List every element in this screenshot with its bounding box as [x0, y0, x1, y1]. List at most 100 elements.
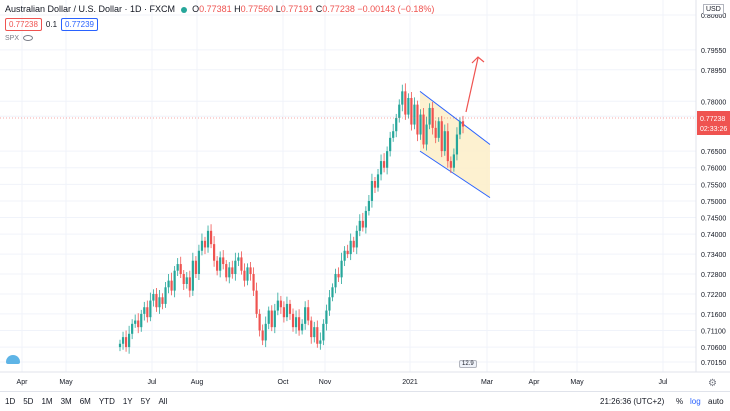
range-ytd-button[interactable]: YTD: [98, 397, 115, 406]
candle-body: [349, 240, 352, 255]
candle-body: [407, 97, 410, 115]
candle-body: [143, 307, 146, 314]
low-value: 0.77191: [280, 4, 314, 14]
time-tick-label: Aug: [191, 379, 204, 386]
candle-body: [140, 313, 143, 328]
candle-body: [328, 297, 331, 311]
candle-body: [206, 230, 210, 248]
price-label-box: [697, 111, 730, 135]
range-5y-button[interactable]: 5Y: [140, 397, 151, 406]
candle-body: [188, 277, 191, 291]
candle-body: [282, 307, 286, 318]
candle-body: [225, 264, 228, 278]
price-tick-label: 0.75000: [701, 199, 726, 206]
range-1m-button[interactable]: 1M: [41, 397, 53, 406]
candle-body: [386, 151, 389, 168]
candle-body: [267, 310, 270, 324]
candle-body: [428, 107, 431, 125]
candle-body: [137, 320, 140, 328]
time-axis[interactable]: Apr May Jul Aug Oct Nov 2021 Mar Apr May Jul: [17, 379, 668, 386]
candle-body: [461, 121, 465, 127]
candle-body: [440, 121, 443, 152]
sell-price-button[interactable]: 0.77238: [5, 18, 42, 31]
candle-body: [455, 134, 459, 155]
price-tick-label: 0.74500: [701, 216, 726, 223]
range-5d-button[interactable]: 5D: [23, 397, 34, 406]
candle-body: [319, 340, 322, 344]
range-6m-button[interactable]: 6M: [79, 397, 91, 406]
range-3m-button[interactable]: 3M: [60, 397, 72, 406]
market-status-icon: [180, 6, 187, 13]
candle-body: [337, 274, 340, 278]
event-flag[interactable]: 12.9: [459, 360, 477, 368]
candle-body: [343, 250, 346, 261]
candle-body: [279, 300, 282, 308]
candle-body: [416, 104, 419, 135]
candle-body: [331, 287, 334, 298]
range-all-button[interactable]: All: [158, 397, 168, 406]
candlestick-series: [118, 83, 465, 354]
range-1y-button[interactable]: 1Y: [122, 397, 133, 406]
price-tick-label: 0.72800: [701, 272, 726, 279]
candle-body: [194, 260, 197, 275]
close-label: C: [315, 4, 323, 14]
candle-body: [382, 161, 386, 168]
candle-body: [443, 131, 446, 152]
candle-body: [355, 230, 358, 248]
channel-upper-line: [419, 90, 491, 145]
descending-channel[interactable]: [419, 90, 491, 199]
time-tick-label: May: [570, 379, 584, 386]
candle-body: [358, 220, 361, 231]
candle-body: [340, 260, 343, 278]
currency-badge[interactable]: USD: [703, 4, 724, 15]
candle-body: [379, 161, 383, 175]
candle-body: [152, 293, 155, 301]
time-tick-label: Jul: [148, 379, 157, 386]
candle-body: [134, 320, 137, 324]
candle-body: [222, 257, 225, 265]
candle-body: [316, 327, 319, 344]
quote-row: 0.77238 0.1 0.77239: [5, 18, 98, 31]
candle-body: [155, 293, 158, 308]
candle-body: [458, 121, 462, 135]
gear-icon[interactable]: ⚙: [708, 378, 717, 389]
candle-body: [246, 267, 249, 281]
candle-body: [212, 244, 216, 261]
buy-price-button[interactable]: 0.77239: [61, 18, 98, 31]
candle-body: [325, 310, 328, 324]
high-label: H: [234, 4, 241, 14]
candle-body: [209, 230, 213, 245]
candle-body: [304, 307, 307, 324]
candle-body: [158, 297, 161, 308]
candle-body: [373, 181, 377, 188]
candle-body: [346, 250, 349, 255]
tradingview-logo-icon[interactable]: [6, 355, 20, 364]
candle-body: [243, 270, 246, 281]
log-toggle[interactable]: log: [690, 397, 701, 406]
range-1d-button[interactable]: 1D: [5, 397, 16, 406]
time-tick-label: Apr: [529, 379, 541, 386]
price-label-countdown: 02:33:26: [700, 126, 727, 133]
candle-body: [255, 290, 258, 314]
candle-body: [191, 260, 194, 291]
price-tick-label: 0.75500: [701, 182, 726, 189]
arrow-head: [471, 56, 485, 64]
candle-body: [288, 303, 292, 314]
percent-toggle[interactable]: %: [676, 397, 684, 406]
clock-readout[interactable]: 21:26:36 (UTC+2): [600, 397, 665, 406]
high-value: 0.77560: [240, 4, 274, 14]
candle-body: [200, 240, 204, 251]
symbol-title[interactable]: Australian Dollar / U.S. Dollar · 1D · F…: [5, 4, 176, 14]
candle-body: [285, 303, 289, 318]
eye-icon[interactable]: [23, 35, 34, 42]
candle-body: [231, 267, 234, 275]
price-tick-label: 0.78000: [701, 99, 726, 106]
price-axis[interactable]: 0.806000.795500.789500.780000.775500.765…: [701, 13, 726, 367]
close-value: 0.77238: [322, 4, 355, 14]
time-tick-label: Jul: [659, 379, 668, 386]
breakout-arrow[interactable]: [465, 56, 485, 113]
auto-toggle[interactable]: auto: [708, 397, 724, 406]
price-label-value: 0.77238: [700, 116, 725, 123]
candle-body: [273, 310, 276, 328]
